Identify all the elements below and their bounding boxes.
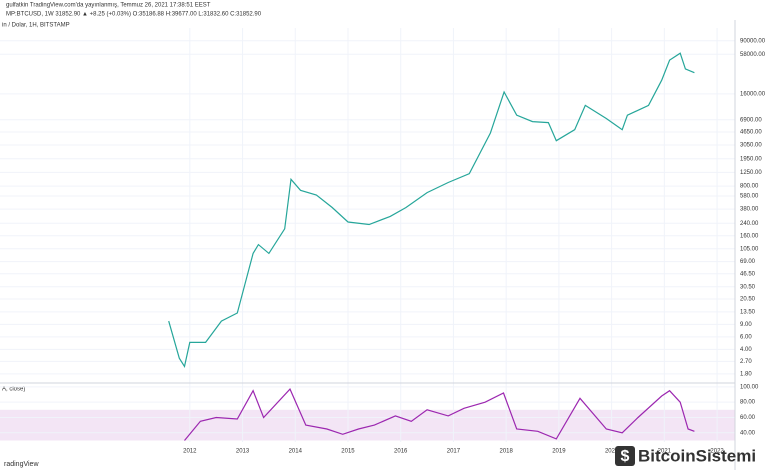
y-tick-label: 105.00 bbox=[740, 246, 759, 252]
series-line bbox=[168, 52, 695, 368]
y-tick-label: 6.00 bbox=[740, 334, 752, 340]
y-tick-label: 580.00 bbox=[740, 194, 759, 200]
y-tick-label: 6900.00 bbox=[740, 117, 762, 123]
y-tick-label: 800.00 bbox=[740, 184, 759, 190]
y-tick-label: 13.50 bbox=[740, 309, 756, 315]
x-tick-label: 2012 bbox=[183, 449, 197, 455]
y-tick-label: 46.50 bbox=[740, 271, 756, 277]
y-tick-label: 100.00 bbox=[740, 384, 759, 390]
x-tick-label: 2022 bbox=[710, 449, 724, 455]
header-line1: gulfatkin TradingView.com'da yayınlanmış… bbox=[6, 3, 211, 9]
y-tick-label: 1.80 bbox=[740, 371, 752, 377]
x-tick-label: 2019 bbox=[552, 449, 566, 455]
series-line bbox=[184, 388, 695, 441]
watermark-logo: $ BitcoinSistemi bbox=[615, 446, 756, 466]
y-tick-label: 4650.00 bbox=[740, 130, 762, 136]
x-tick-label: 2016 bbox=[394, 449, 408, 455]
y-tick-label: 160.00 bbox=[740, 233, 759, 239]
y-tick-label: 58000.00 bbox=[740, 52, 766, 58]
x-tick-label: 2018 bbox=[499, 449, 513, 455]
y-tick-label: 16000.00 bbox=[740, 91, 766, 97]
y-tick-label: 30.50 bbox=[740, 284, 756, 290]
y-tick-label: 1950.00 bbox=[740, 156, 762, 162]
header-line2: MP:BTCUSD, 1W 31852.90 ▲ +8.25 (+0.03%) … bbox=[6, 12, 262, 18]
y-tick-label: 20.50 bbox=[740, 297, 756, 303]
x-tick-label: 2017 bbox=[447, 449, 461, 455]
y-tick-label: 60.00 bbox=[740, 415, 756, 421]
y-tick-label: 380.00 bbox=[740, 207, 759, 213]
x-tick-label: 2014 bbox=[289, 449, 303, 455]
x-tick-label: 2020 bbox=[605, 449, 619, 455]
price-title: in / Dolar, 1H, BITSTAMP bbox=[2, 23, 70, 29]
x-tick-label: 2021 bbox=[658, 449, 672, 455]
y-tick-label: 90000.00 bbox=[740, 38, 766, 44]
y-tick-label: 9.00 bbox=[740, 322, 752, 328]
y-tick-label: 1250.00 bbox=[740, 170, 762, 176]
y-tick-label: 69.00 bbox=[740, 259, 756, 265]
x-tick-label: 2013 bbox=[236, 449, 250, 455]
x-tick-label: 2015 bbox=[341, 449, 355, 455]
y-tick-label: 40.00 bbox=[740, 430, 756, 436]
svg-text:$: $ bbox=[621, 448, 630, 465]
y-tick-label: 4.00 bbox=[740, 347, 752, 353]
rsi-band bbox=[0, 409, 735, 441]
y-tick-label: 80.00 bbox=[740, 400, 756, 406]
footer: radingView bbox=[4, 461, 39, 468]
y-tick-label: 2.70 bbox=[740, 359, 752, 365]
watermark: BitcoinSistemi bbox=[638, 446, 756, 465]
rsi-title: A, close) bbox=[2, 387, 25, 393]
y-tick-label: 240.00 bbox=[740, 221, 759, 227]
y-tick-label: 3050.00 bbox=[740, 143, 762, 149]
